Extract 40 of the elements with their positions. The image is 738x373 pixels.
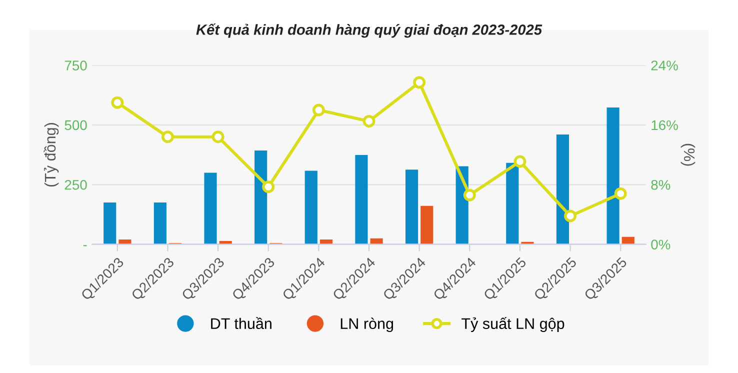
- point: [514, 155, 526, 168]
- bar: [370, 238, 383, 244]
- point: [312, 104, 325, 116]
- bar: [304, 170, 318, 244]
- legend-label: LN ròng: [340, 318, 394, 332]
- bar: [355, 155, 368, 244]
- bar: [204, 172, 217, 244]
- y-tick-label: 500: [64, 120, 87, 130]
- bar: [118, 240, 132, 244]
- y2-tick-label: 0%: [651, 240, 670, 250]
- legend-label: DT thuần: [211, 317, 272, 330]
- y2-tick-label: 8%: [651, 180, 670, 190]
- bar: [622, 236, 634, 244]
- chart-title: Kết quả kinh doanh hàng quý giai đoạn 2023-2025: [196, 24, 542, 38]
- bar: [556, 134, 570, 244]
- point: [413, 76, 426, 89]
- legend-label: Tỷ suất LN gộp: [462, 317, 564, 332]
- point: [362, 114, 376, 128]
- bar: [405, 170, 418, 244]
- point: [212, 130, 224, 144]
- bar: [320, 240, 333, 244]
- y-tick-label: -: [83, 245, 87, 246]
- bar: [254, 150, 268, 244]
- bar: [420, 206, 434, 244]
- point: [161, 130, 174, 144]
- y-axis-title: (Tỷ đồng): [44, 123, 59, 187]
- y2-tick-label: 24%: [651, 60, 678, 70]
- y-tick-label: 250: [64, 180, 87, 190]
- y2-axis-title: (%): [680, 144, 696, 166]
- y2-tick-label: 16%: [652, 120, 678, 130]
- point: [614, 187, 627, 200]
- bar: [154, 202, 166, 244]
- y-tick-label: 750: [64, 60, 87, 70]
- bar: [104, 202, 116, 244]
- bar: [606, 108, 620, 244]
- point: [463, 188, 476, 202]
- point: [111, 96, 124, 109]
- point: [262, 180, 275, 194]
- point: [564, 210, 577, 222]
- bar: [506, 162, 519, 244]
